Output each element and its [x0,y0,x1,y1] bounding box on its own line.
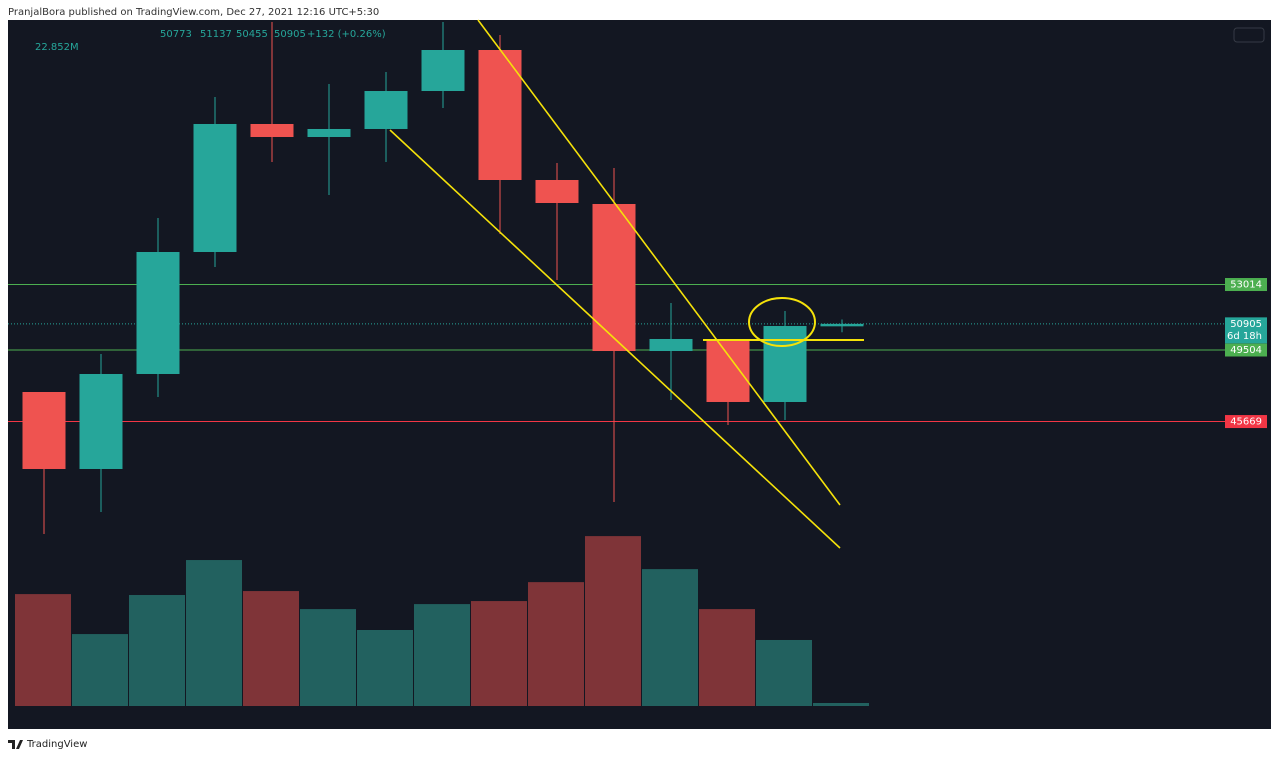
logo: TradingView [8,739,87,750]
countdown-label: 6d 18h [1227,331,1262,342]
volume-bar [528,582,584,706]
candle-body [820,323,864,327]
volume-bar [129,595,185,706]
trend-line [389,129,841,549]
volume-bar [642,569,698,706]
open-value: 50773 [160,29,192,40]
candle-body [136,251,180,374]
volume-bar [699,609,755,706]
price-tag [1225,343,1267,357]
high-value: 51137 [200,29,232,40]
highlight-ellipse [748,297,816,347]
volume-bar [471,601,527,706]
toolbar-button[interactable] [1233,27,1265,43]
volume-bar [357,629,413,706]
price-tag-label: 45669 [1230,417,1262,428]
price-tag-label: 53014 [1230,280,1262,291]
candle-body [364,91,408,129]
price-tag [1225,278,1267,292]
volume-bar [186,560,242,706]
low-value: 50455 [236,29,268,40]
attribution: PranjalBora published on TradingView.com… [8,7,379,18]
candle-body [421,50,465,92]
drawings [389,19,864,549]
volume-bar [300,609,356,706]
candle-body [649,338,693,352]
candle-body [535,180,579,204]
volume-label: 22.852M [35,42,79,53]
volume-bar [72,634,128,706]
candle-body [307,128,351,137]
volume-bar [243,591,299,706]
candle-body [250,123,294,137]
trend-line [477,19,841,506]
candle-body [592,203,636,352]
footer-brand: TradingView [26,739,87,750]
change-value: +132 (+0.26%) [307,29,386,40]
price-tag-label: 49504 [1230,345,1262,356]
candle-body [478,50,522,180]
volume-bar [414,604,470,706]
volume-bar [813,702,869,706]
candle-body [763,326,807,402]
price-tag [1225,317,1267,344]
candle-body [22,391,66,469]
volume-bar [585,536,641,706]
candle-body [79,373,123,469]
volume-bar [756,639,812,706]
legend: 50773 51137 50455 50905 +132 (+0.26%) [160,29,386,40]
candle-body [193,123,237,252]
close-value: 50905 [274,29,306,40]
price-tag-label: 50905 [1230,319,1262,330]
volume-bar [15,594,71,706]
price-tag [1225,415,1267,429]
candle-body [706,341,750,402]
